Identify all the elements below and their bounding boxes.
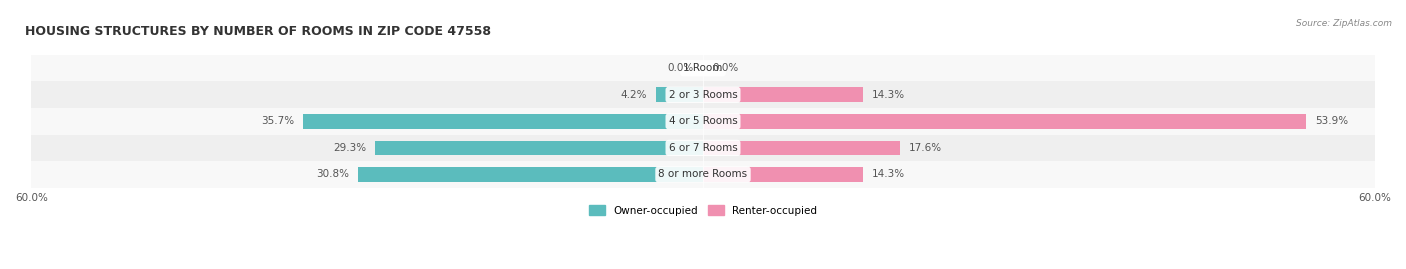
Legend: Owner-occupied, Renter-occupied: Owner-occupied, Renter-occupied	[585, 201, 821, 220]
Text: 2 or 3 Rooms: 2 or 3 Rooms	[669, 90, 737, 100]
Text: 17.6%: 17.6%	[908, 143, 942, 153]
Text: 53.9%: 53.9%	[1315, 116, 1348, 126]
Bar	[657, 87, 703, 102]
Bar	[31, 82, 1375, 108]
Bar	[359, 167, 703, 182]
Text: 35.7%: 35.7%	[262, 116, 294, 126]
Text: 8 or more Rooms: 8 or more Rooms	[658, 169, 748, 179]
Text: 30.8%: 30.8%	[316, 169, 349, 179]
Text: 1 Room: 1 Room	[683, 63, 723, 73]
Text: 29.3%: 29.3%	[333, 143, 366, 153]
Text: 60.0%: 60.0%	[15, 193, 48, 203]
Text: 14.3%: 14.3%	[872, 90, 905, 100]
Text: Source: ZipAtlas.com: Source: ZipAtlas.com	[1296, 19, 1392, 28]
Bar	[31, 108, 1375, 134]
Text: HOUSING STRUCTURES BY NUMBER OF ROOMS IN ZIP CODE 47558: HOUSING STRUCTURES BY NUMBER OF ROOMS IN…	[25, 25, 491, 38]
Bar	[304, 114, 703, 129]
Bar	[703, 167, 863, 182]
Bar	[31, 161, 1375, 188]
Bar	[31, 55, 1375, 82]
Bar	[703, 114, 1306, 129]
Text: 0.0%: 0.0%	[668, 63, 695, 73]
Text: 60.0%: 60.0%	[1358, 193, 1391, 203]
Text: 4 or 5 Rooms: 4 or 5 Rooms	[669, 116, 737, 126]
Bar	[703, 87, 863, 102]
Bar	[31, 134, 1375, 161]
Text: 0.0%: 0.0%	[711, 63, 738, 73]
Text: 14.3%: 14.3%	[872, 169, 905, 179]
Bar	[375, 141, 703, 155]
Text: 4.2%: 4.2%	[620, 90, 647, 100]
Bar	[703, 141, 900, 155]
Text: 6 or 7 Rooms: 6 or 7 Rooms	[669, 143, 737, 153]
